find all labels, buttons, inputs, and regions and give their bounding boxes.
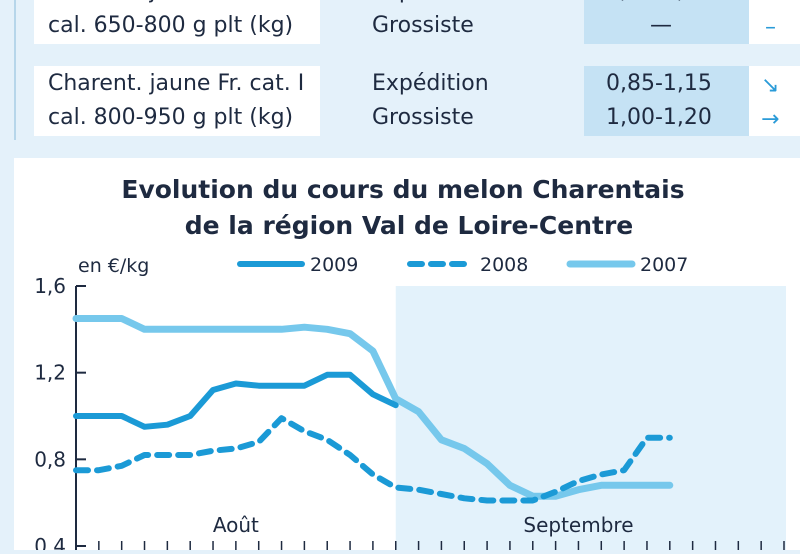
september-shade bbox=[395, 286, 786, 554]
chart-title-line2: de la région Val de Loire-Centre bbox=[185, 211, 633, 240]
y-tick-label: 1,6 bbox=[34, 274, 66, 298]
y-tick-label: 0,4 bbox=[34, 534, 66, 550]
stage-cell: Expédition Grossiste bbox=[320, 66, 584, 136]
legend-label-2009: 2009 bbox=[310, 254, 358, 276]
value-cell: 0,85-1,10 — bbox=[584, 0, 749, 44]
trend-cell: ↘ – bbox=[749, 0, 800, 44]
table-row: Charent. jaune Fr. cat. I cal. 650-800 g… bbox=[34, 0, 800, 44]
table-row: Charent. jaune Fr. cat. I cal. 800-950 g… bbox=[34, 66, 800, 136]
price-table: Charent. jaune Fr. cat. I cal. 650-800 g… bbox=[0, 0, 800, 150]
series-line-2007 bbox=[72, 315, 674, 500]
stage-cell: Expédition Grossiste bbox=[320, 0, 584, 44]
legend: 2009 2008 2007 bbox=[237, 254, 688, 276]
value-cell: 0,85-1,15 1,00-1,20 bbox=[584, 66, 749, 136]
product-line1: Charent. jaune Fr. cat. I bbox=[48, 0, 304, 8]
price-chart: Evolution du cours du melon Charentais d… bbox=[34, 175, 786, 554]
series-line-2008 bbox=[73, 415, 673, 504]
product-cell: Charent. jaune Fr. cat. I cal. 650-800 g… bbox=[34, 0, 320, 44]
trend-cell: ↘ → bbox=[749, 66, 800, 136]
product-line1: Charent. jaune Fr. cat. I bbox=[48, 71, 305, 96]
stage-line1: Expédition bbox=[372, 0, 489, 8]
series-line-2009 bbox=[73, 371, 399, 430]
month-label: Août bbox=[213, 513, 259, 537]
stage-line2: Grossiste bbox=[372, 13, 474, 38]
y-tick-label: 0,8 bbox=[34, 447, 66, 471]
month-label: Septembre bbox=[523, 513, 633, 537]
value-line1: 0,85-1,15 bbox=[606, 71, 712, 96]
product-cell: Charent. jaune Fr. cat. I cal. 800-950 g… bbox=[34, 66, 320, 136]
chart-panel: Evolution du cours du melon Charentais d… bbox=[14, 158, 800, 554]
y-axis-label: en €/kg bbox=[78, 255, 149, 277]
table-divider bbox=[14, 0, 16, 140]
product-line2: cal. 650-800 g plt (kg) bbox=[48, 13, 294, 38]
y-tick-label: 1,2 bbox=[34, 361, 66, 385]
plot-area: 1,6 1,2 0,8 0,4 Août Septembre bbox=[34, 274, 786, 554]
stage-line2: Grossiste bbox=[372, 105, 474, 130]
value-line2: 1,00-1,20 bbox=[606, 105, 712, 130]
value-line1: 0,85-1,10 bbox=[606, 0, 712, 8]
legend-label-2008: 2008 bbox=[480, 254, 528, 276]
trend-down-icon: ↘ bbox=[761, 0, 779, 10]
trend-down-icon: ↘ bbox=[761, 73, 780, 98]
value-line2: — bbox=[650, 13, 672, 38]
trend-right-icon: → bbox=[761, 107, 780, 132]
trend-flat-icon: – bbox=[765, 15, 776, 40]
stage-line1: Expédition bbox=[372, 71, 489, 96]
product-line2: cal. 800-950 g plt (kg) bbox=[48, 105, 294, 130]
chart-title-line1: Evolution du cours du melon Charentais bbox=[121, 175, 684, 204]
legend-label-2007: 2007 bbox=[640, 254, 688, 276]
